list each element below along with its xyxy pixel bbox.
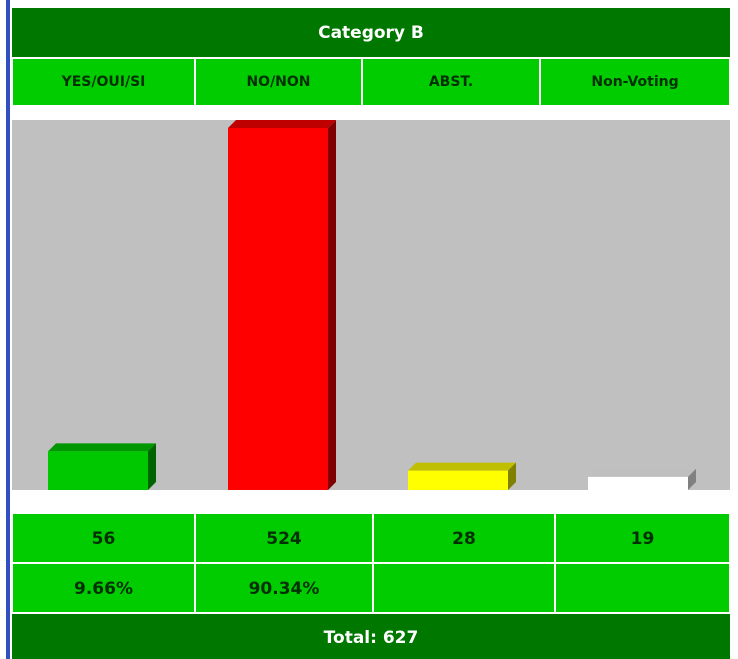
share-label: 90.34% xyxy=(249,579,320,599)
bar-top xyxy=(228,120,336,128)
header xyxy=(12,8,730,57)
share-cell xyxy=(13,564,194,612)
bar-side xyxy=(328,120,336,490)
bar-side xyxy=(148,443,156,490)
value-label: 56 xyxy=(92,529,116,549)
chart-title: Category B xyxy=(318,23,424,43)
share-cell xyxy=(374,564,554,612)
value-label: 28 xyxy=(452,529,476,549)
value-cell xyxy=(13,514,194,562)
bar-top xyxy=(588,468,696,477)
category-label: YES/OUI/SI xyxy=(61,74,146,90)
bar xyxy=(48,451,148,490)
bar-side xyxy=(508,462,516,490)
value-label: 524 xyxy=(266,529,302,549)
category-cell xyxy=(13,59,194,105)
value-cell xyxy=(556,514,729,562)
value-cell xyxy=(374,514,554,562)
share-cell xyxy=(556,564,729,612)
total-label: Total: 627 xyxy=(324,628,419,648)
bar-top xyxy=(408,462,516,471)
value-label: 19 xyxy=(631,529,655,549)
category-label: ABST. xyxy=(429,74,473,90)
left-border xyxy=(6,0,10,659)
bar xyxy=(588,476,688,490)
footer-bar xyxy=(12,614,730,659)
category-label: NO/NON xyxy=(246,74,310,90)
value-cell xyxy=(196,514,372,562)
bar-top xyxy=(48,443,156,452)
bar xyxy=(228,128,328,490)
category-cell xyxy=(196,59,361,105)
share-label: 9.66% xyxy=(74,579,133,599)
plot-area xyxy=(12,120,730,490)
category-cell xyxy=(541,59,729,105)
category-label: Non-Voting xyxy=(591,74,678,90)
share-cell xyxy=(196,564,372,612)
bar xyxy=(408,470,508,490)
category-cell xyxy=(363,59,539,105)
bar-side xyxy=(688,468,696,490)
